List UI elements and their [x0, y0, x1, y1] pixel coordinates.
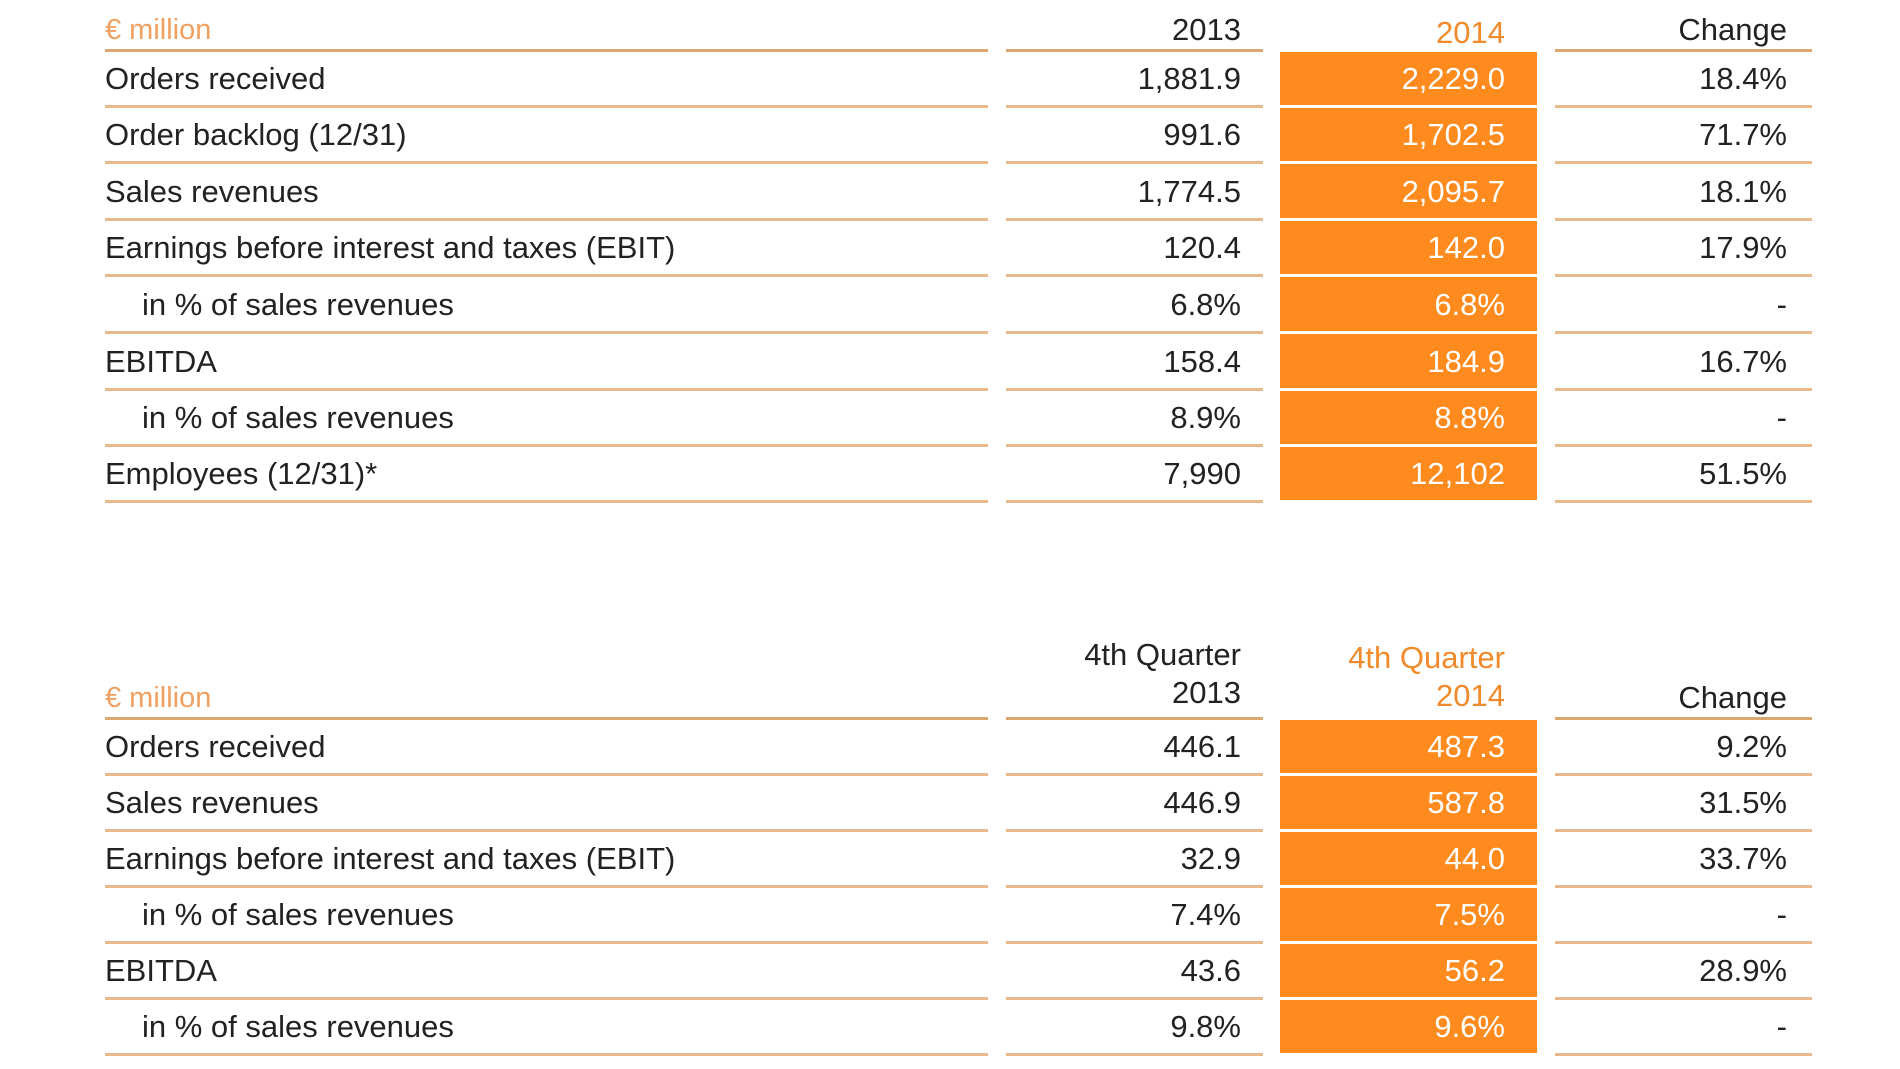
- quarter-col-2014-line2: 2014: [1436, 678, 1505, 714]
- table-row: Order backlog (12/31) 991.6 1,702.5 71.7…: [0, 108, 1900, 164]
- value-2013: 9.8%: [1006, 1000, 1263, 1056]
- table-row: Sales revenues 1,774.5 2,095.7 18.1%: [0, 164, 1900, 221]
- value-change: -: [1555, 391, 1812, 447]
- quarter-col-2013-line1: 4th Quarter: [1084, 636, 1241, 672]
- quarter-col-2013: 4th Quarter 2013: [1006, 637, 1263, 720]
- annual-col-change: Change: [1555, 0, 1812, 52]
- value-change: 9.2%: [1555, 720, 1812, 776]
- row-label: Order backlog (12/31): [105, 108, 988, 164]
- value-2014: 6.8%: [1280, 277, 1537, 334]
- row-label: EBITDA: [105, 334, 988, 391]
- value-2014: 184.9: [1280, 334, 1537, 391]
- annual-header-row: € million 2013 2014 Change: [0, 0, 1900, 52]
- row-label: Employees (12/31)*: [105, 447, 988, 503]
- table-row: in % of sales revenues 9.8% 9.6% -: [0, 1000, 1900, 1056]
- value-change: -: [1555, 888, 1812, 944]
- table-row: Earnings before interest and taxes (EBIT…: [0, 221, 1900, 277]
- value-2014: 7.5%: [1280, 888, 1537, 944]
- row-label: in % of sales revenues: [105, 1000, 988, 1056]
- quarter-unit-label: € million: [105, 640, 988, 720]
- quarter-col-2014-line1: 4th Quarter: [1348, 639, 1505, 675]
- value-2013: 991.6: [1006, 108, 1263, 164]
- value-change: 31.5%: [1555, 776, 1812, 832]
- value-2014: 12,102: [1280, 447, 1537, 503]
- value-change: 28.9%: [1555, 944, 1812, 1000]
- value-change: 17.9%: [1555, 221, 1812, 277]
- value-change: 18.4%: [1555, 52, 1812, 108]
- quarter-col-change: Change: [1555, 640, 1812, 720]
- value-2014: 1,702.5: [1280, 108, 1537, 164]
- value-2013: 43.6: [1006, 944, 1263, 1000]
- value-change: 18.1%: [1555, 164, 1812, 221]
- value-change: 16.7%: [1555, 334, 1812, 391]
- table-row: EBITDA 43.6 56.2 28.9%: [0, 944, 1900, 1000]
- value-2014: 8.8%: [1280, 391, 1537, 447]
- table-row: in % of sales revenues 8.9% 8.8% -: [0, 391, 1900, 447]
- quarterly-key-figures-table: € million 4th Quarter 2013 4th Quarter 2…: [0, 637, 1900, 1069]
- row-label: in % of sales revenues: [105, 888, 988, 944]
- value-2014: 487.3: [1280, 720, 1537, 776]
- value-2014: 56.2: [1280, 944, 1537, 1000]
- annual-col-2014: 2014: [1436, 15, 1505, 50]
- value-2013: 158.4: [1006, 334, 1263, 391]
- value-2013: 7,990: [1006, 447, 1263, 503]
- value-2014: 587.8: [1280, 776, 1537, 832]
- annual-unit-label: € million: [105, 0, 988, 52]
- table-row: Orders received 446.1 487.3 9.2%: [0, 720, 1900, 776]
- table-row: EBITDA 158.4 184.9 16.7%: [0, 334, 1900, 391]
- table-row: Sales revenues 446.9 587.8 31.5%: [0, 776, 1900, 832]
- table-row: in % of sales revenues 7.4% 7.5% -: [0, 888, 1900, 944]
- quarter-header-row: € million 4th Quarter 2013 4th Quarter 2…: [0, 637, 1900, 720]
- value-change: 33.7%: [1555, 832, 1812, 888]
- value-2013: 8.9%: [1006, 391, 1263, 447]
- row-label: in % of sales revenues: [105, 277, 988, 334]
- value-2013: 446.9: [1006, 776, 1263, 832]
- table-row: Orders received 1,881.9 2,229.0 18.4%: [0, 52, 1900, 108]
- table-row: Employees (12/31)* 7,990 12,102 51.5%: [0, 447, 1900, 503]
- value-2013: 1,774.5: [1006, 164, 1263, 221]
- table-row: Earnings before interest and taxes (EBIT…: [0, 832, 1900, 888]
- row-label: Earnings before interest and taxes (EBIT…: [105, 832, 988, 888]
- value-change: 51.5%: [1555, 447, 1812, 503]
- row-label: Sales revenues: [105, 164, 988, 221]
- value-change: 71.7%: [1555, 108, 1812, 164]
- row-label: Sales revenues: [105, 776, 988, 832]
- value-2013: 6.8%: [1006, 277, 1263, 334]
- value-change: -: [1555, 277, 1812, 334]
- table-row: in % of sales revenues 6.8% 6.8% -: [0, 277, 1900, 334]
- row-label: Earnings before interest and taxes (EBIT…: [105, 221, 988, 277]
- value-2013: 120.4: [1006, 221, 1263, 277]
- value-2013: 32.9: [1006, 832, 1263, 888]
- quarter-col-2014: 4th Quarter 2014: [1280, 640, 1537, 720]
- value-2013: 446.1: [1006, 720, 1263, 776]
- quarter-col-2013-line2: 2013: [1172, 675, 1241, 711]
- value-2014: 2,095.7: [1280, 164, 1537, 221]
- row-label: Orders received: [105, 52, 988, 108]
- row-label: in % of sales revenues: [105, 391, 988, 447]
- annual-key-figures-table: € million 2013 2014 Change Orders receiv…: [0, 0, 1900, 510]
- value-2014: 44.0: [1280, 832, 1537, 888]
- value-2013: 7.4%: [1006, 888, 1263, 944]
- row-label: Orders received: [105, 720, 988, 776]
- value-change: -: [1555, 1000, 1812, 1056]
- value-2013: 1,881.9: [1006, 52, 1263, 108]
- value-2014: 2,229.0: [1280, 52, 1537, 108]
- row-label: EBITDA: [105, 944, 988, 1000]
- annual-col-2013: 2013: [1006, 0, 1263, 52]
- value-2014: 142.0: [1280, 221, 1537, 277]
- value-2014: 9.6%: [1280, 1000, 1537, 1056]
